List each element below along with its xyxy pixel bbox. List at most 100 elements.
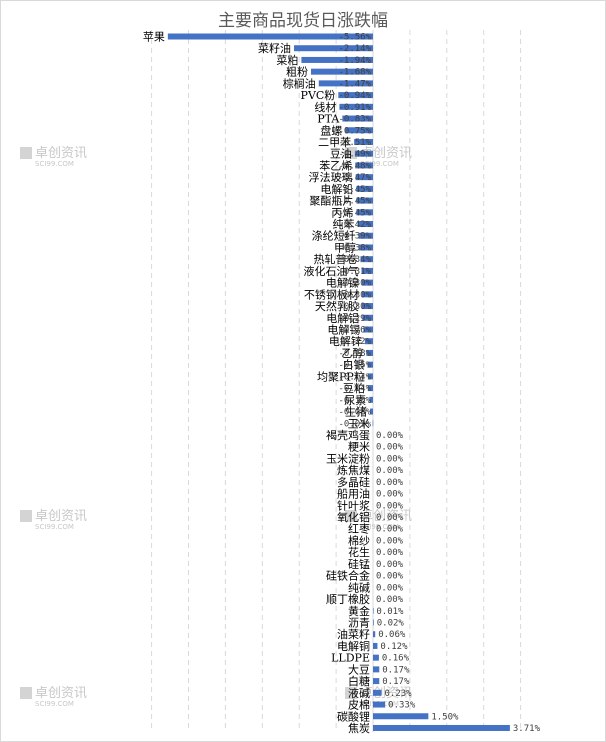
value-label: 0.00% — [376, 560, 404, 570]
bar — [358, 232, 373, 239]
bar — [355, 174, 373, 181]
value-label: 0.00% — [376, 501, 404, 511]
value-label: 0.00% — [376, 466, 404, 476]
bar — [367, 373, 373, 380]
value-label: -1.47% — [338, 79, 371, 89]
value-label: 0.23% — [384, 689, 412, 699]
category-label: 液碱 — [348, 686, 370, 700]
chart-title: 主要商品现货日涨跌幅 — [218, 11, 388, 31]
category-label: 玉米 — [348, 417, 370, 430]
bar — [167, 33, 373, 40]
category-label: 尿素 — [344, 394, 366, 407]
value-label: 0.16% — [382, 654, 410, 664]
category-label: 碳酸锂 — [337, 709, 370, 723]
value-label: -0.47% — [338, 173, 371, 183]
bar — [373, 724, 510, 731]
bar — [373, 701, 386, 708]
value-label: -0.38% — [338, 243, 371, 253]
bar — [369, 396, 373, 403]
category-label: 白糖 — [348, 674, 370, 688]
category-label: 均聚PP粒 — [317, 369, 365, 383]
category-label: 菜籽油 — [258, 41, 291, 55]
value-label: 0.33% — [388, 701, 416, 711]
watermark-logo — [20, 510, 32, 522]
value-label: 0.17% — [382, 677, 410, 687]
category-label: 油菜籽 — [337, 627, 370, 641]
bar — [373, 666, 380, 673]
bar — [354, 138, 373, 145]
value-label: 0.00% — [376, 490, 404, 500]
bar — [373, 689, 382, 696]
bar — [373, 619, 374, 626]
value-label: 0.00% — [376, 548, 404, 558]
category-label: 纯苯 — [333, 217, 355, 231]
value-label: 0.12% — [380, 642, 408, 652]
bar — [318, 80, 373, 87]
bar — [373, 713, 429, 720]
category-label: 粳米 — [348, 440, 370, 454]
watermark-logo — [345, 147, 357, 159]
category-label: 豆油 — [330, 147, 352, 161]
watermark-subtext: SCI99.COM — [35, 160, 74, 168]
bar — [345, 127, 373, 134]
bar — [311, 68, 373, 75]
category-label: 船用油 — [337, 487, 370, 501]
value-label: 0.00% — [376, 595, 404, 605]
category-label: 大豆 — [348, 662, 370, 676]
category-label: 顺丁橡胶 — [326, 592, 370, 606]
bar — [354, 150, 373, 157]
category-label: 电解锡 — [327, 323, 360, 337]
bar — [356, 209, 373, 216]
category-label: 盘螺 — [320, 123, 342, 137]
value-label: -0.39% — [338, 232, 371, 242]
value-label: -0.51% — [338, 138, 371, 148]
bar — [356, 197, 373, 204]
category-label: 皮棉 — [348, 698, 370, 712]
watermark-logo — [345, 687, 357, 699]
category-label: 电解铅 — [320, 182, 353, 196]
watermark-text: 卓创资讯 — [360, 509, 412, 524]
value-label: 0.02% — [377, 619, 405, 629]
category-label: PVC粉 — [301, 89, 336, 102]
bar — [356, 185, 373, 192]
category-label: LLDPE — [331, 652, 370, 665]
value-label: -0.75% — [338, 126, 371, 136]
value-label: -1.68% — [338, 68, 371, 78]
value-label: -0.94% — [338, 91, 371, 101]
value-label: -0.49% — [338, 150, 371, 160]
bar — [361, 267, 373, 274]
category-label: 硅锰 — [348, 557, 370, 571]
bar — [294, 45, 373, 52]
category-label: 不锈钢板材 — [304, 287, 359, 301]
bar — [355, 162, 373, 169]
category-label: 甲醇 — [334, 240, 356, 254]
value-label: -0.91% — [338, 103, 371, 113]
watermark-logo — [345, 510, 357, 522]
category-label: 乙醇 — [341, 346, 363, 360]
bar — [358, 244, 373, 251]
value-label: 0.06% — [378, 630, 406, 640]
bar — [367, 361, 373, 368]
category-label: 涤纶短纤 — [312, 229, 356, 243]
category-label: 线材 — [314, 100, 336, 114]
category-label: 纯碱 — [348, 581, 370, 594]
watermark-text: 卓创资讯 — [35, 509, 87, 524]
category-label: 电解锌 — [329, 334, 362, 348]
category-label: 生猪 — [345, 405, 367, 419]
watermark-text: 卓创资讯 — [35, 686, 87, 701]
watermark-text: 卓创资讯 — [360, 146, 412, 161]
category-label: 焦炭 — [348, 722, 370, 735]
value-label: -1.94% — [338, 56, 371, 66]
value-label: 0.00% — [376, 478, 404, 488]
category-label: PTA — [317, 113, 340, 126]
value-label: 0.01% — [376, 607, 404, 617]
category-label: 液化石油气 — [304, 264, 359, 278]
watermark-subtext: SCI99.COM — [35, 523, 74, 531]
watermark-text: 卓创资讯 — [360, 686, 412, 701]
bar — [366, 349, 373, 356]
bar — [361, 291, 373, 298]
bar — [357, 221, 373, 228]
category-label: 菜粕 — [276, 53, 298, 67]
value-label: -0.31% — [338, 267, 371, 277]
